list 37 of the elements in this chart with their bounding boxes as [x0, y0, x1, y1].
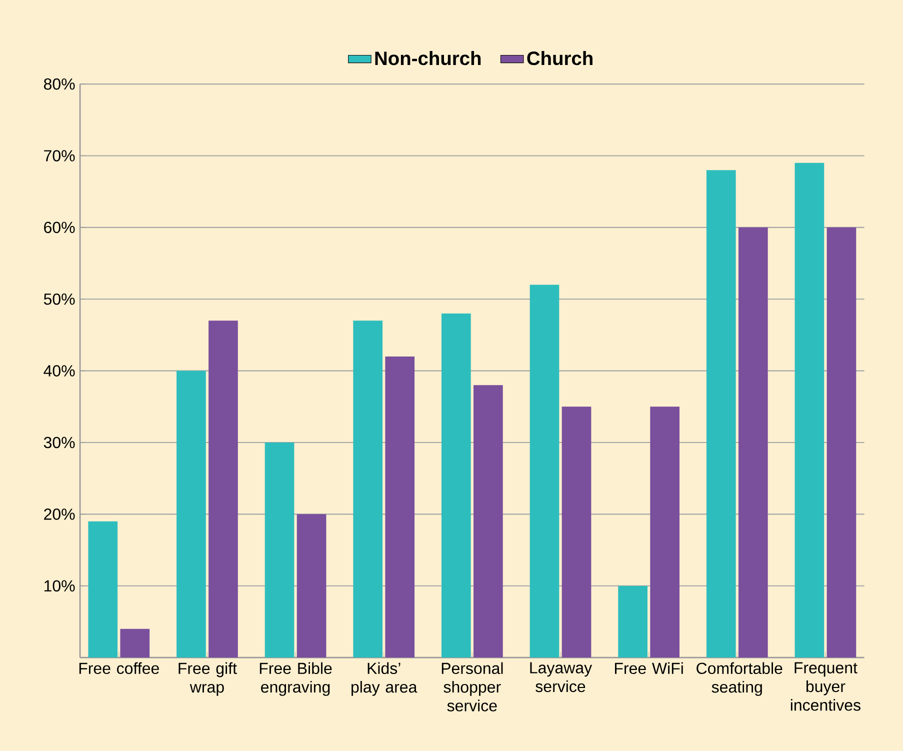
- y-tick-label: 20%: [44, 508, 75, 520]
- bar: [442, 313, 471, 658]
- x-tick-label: Kids’ play area: [352, 662, 418, 696]
- bar: [474, 385, 503, 658]
- bar: [88, 521, 118, 658]
- y-tick-label: 80%: [44, 78, 75, 90]
- x-tick-label: Free Bible engraving: [260, 662, 332, 696]
- x-tick-label: Free WiFi: [615, 662, 683, 674]
- legend-label: Non-church: [375, 51, 481, 66]
- bar: [530, 284, 560, 658]
- y-tick-label: 40%: [44, 365, 75, 376]
- bar: [296, 514, 326, 658]
- x-tick-label: Personal shopper service: [442, 662, 503, 712]
- x-tick-label: Frequent buyer incentives: [790, 662, 860, 711]
- y-tick-label: 60%: [44, 222, 75, 234]
- y-tick-label: 50%: [44, 293, 75, 305]
- bar: [562, 406, 592, 658]
- legend-label: Church: [527, 51, 592, 66]
- y-tick-label: 30%: [44, 436, 75, 448]
- bar: [385, 356, 415, 658]
- bar: [264, 442, 294, 658]
- bar: [618, 586, 648, 658]
- bar: [738, 227, 768, 658]
- bar: [650, 406, 680, 658]
- x-tick-label: Layaway service: [530, 662, 592, 692]
- bar: [208, 320, 238, 658]
- bar: [353, 320, 383, 658]
- x-tick-label: Comfortable seating: [696, 662, 782, 696]
- x-tick-label: Free gift wrap: [178, 662, 237, 696]
- bar: [706, 170, 736, 658]
- bar: [120, 628, 150, 658]
- bar: [826, 227, 856, 658]
- x-tick-label: Free coffee: [79, 662, 159, 674]
- y-tick-label: 70%: [44, 150, 75, 162]
- bar: [176, 370, 206, 658]
- bar: [794, 162, 824, 658]
- y-tick-label: 10%: [44, 580, 75, 592]
